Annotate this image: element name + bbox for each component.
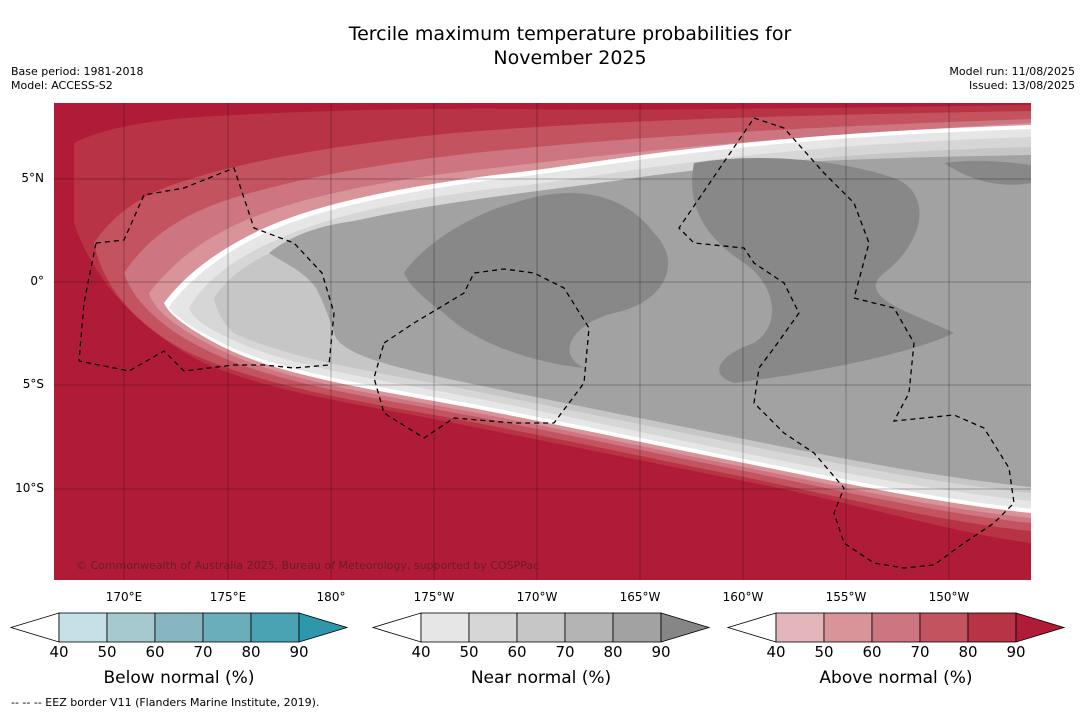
copyright-notice: © Commonwealth of Australia 2025, Bureau… <box>76 559 540 572</box>
colorbar-segment <box>564 612 614 643</box>
cbar2-tick-40: 40 <box>766 643 786 661</box>
lon-label-180: 180° <box>316 590 346 604</box>
colorbar-segment <box>919 612 969 643</box>
model-run: Model run: 11/08/2025 <box>949 65 1075 78</box>
colorbar-segment <box>154 612 204 643</box>
probability-map <box>54 103 1031 580</box>
model-name: Model: ACCESS-S2 <box>11 79 113 92</box>
cbar0-tick-70: 70 <box>193 643 213 661</box>
colorbar-segment <box>468 612 518 643</box>
colorbar-graphic <box>371 612 711 643</box>
colorbar-segment <box>967 612 1017 643</box>
cbar1-tick-40: 40 <box>411 643 431 661</box>
colorbar-extend-high <box>1015 612 1066 643</box>
eez-borders <box>78 117 1015 569</box>
colorbar-segment <box>823 612 873 643</box>
cbar0-tick-50: 50 <box>97 643 117 661</box>
lat-label-5n: 5°N <box>21 171 44 185</box>
eez-border-line-islands <box>678 117 1015 569</box>
lon-label-160w: 160°W <box>722 590 764 604</box>
colorbar-segment <box>420 612 470 643</box>
eez-border-phoenix <box>373 268 590 439</box>
base-period: Base period: 1981-2018 <box>11 65 144 78</box>
colorbar-title-near-normal: Near normal (%) <box>470 668 612 688</box>
colorbar-title-above-normal: Above normal (%) <box>819 668 973 688</box>
colorbar-segment <box>612 612 662 643</box>
map-title: Tercile maximum temperature probabilitie… <box>0 22 1085 70</box>
title-line-2: November 2025 <box>493 47 647 69</box>
colorbar-below-normal <box>9 612 349 643</box>
lat-label-0: 0° <box>30 274 44 288</box>
colorbar-above-normal <box>726 612 1066 643</box>
lat-label-10s: 10°S <box>15 481 44 495</box>
eez-footnote: -- -- -- EEZ border V11 (Flanders Marine… <box>11 696 320 709</box>
lat-label-5s: 5°S <box>22 377 44 391</box>
cbar2-tick-70: 70 <box>910 643 930 661</box>
colorbar-segment <box>775 612 825 643</box>
cbar0-tick-80: 80 <box>241 643 261 661</box>
cbar2-tick-60: 60 <box>862 643 882 661</box>
colorbar-near-normal <box>371 612 711 643</box>
title-line-1: Tercile maximum temperature probabilitie… <box>348 23 792 45</box>
cbar1-tick-50: 50 <box>459 643 479 661</box>
lon-label-155w: 155°W <box>825 590 867 604</box>
cbar0-tick-40: 40 <box>49 643 69 661</box>
colorbar-segment <box>250 612 300 643</box>
near-normal-80-area-b <box>692 158 954 383</box>
lon-label-170w: 170°W <box>516 590 558 604</box>
map-canvas <box>54 103 1031 580</box>
cbar1-tick-70: 70 <box>555 643 575 661</box>
cbar2-tick-90: 90 <box>1006 643 1026 661</box>
colorbar-segment <box>106 612 156 643</box>
colorbar-segment <box>202 612 252 643</box>
lon-label-170e: 170°E <box>105 590 143 604</box>
cbar2-tick-80: 80 <box>958 643 978 661</box>
colorbar-extend-high <box>660 612 711 643</box>
grid-lines <box>54 103 1031 580</box>
lon-label-150w: 150°W <box>928 590 970 604</box>
cbar0-tick-60: 60 <box>145 643 165 661</box>
lon-label-175e: 175°E <box>209 590 247 604</box>
cbar2-tick-50: 50 <box>814 643 834 661</box>
near-normal-80-area-a <box>404 193 669 368</box>
colorbar-segment <box>58 612 108 643</box>
colorbar-title-below-normal: Below normal (%) <box>103 668 255 688</box>
lon-label-165w: 165°W <box>619 590 661 604</box>
cbar1-tick-60: 60 <box>507 643 527 661</box>
colorbar-segment <box>516 612 566 643</box>
issued-date: Issued: 13/08/2025 <box>968 79 1075 92</box>
colorbar-graphic <box>9 612 349 643</box>
meta-left: Base period: 1981-2018 Model: ACCESS-S2 <box>11 65 143 93</box>
eez-border-kiribati-west <box>78 167 335 372</box>
colorbar-segment <box>871 612 921 643</box>
colorbar-extend-low <box>9 612 60 643</box>
colorbar-extend-low <box>371 612 422 643</box>
lon-label-175w: 175°W <box>413 590 455 604</box>
colorbar-extend-low <box>726 612 777 643</box>
meta-right: Model run: 11/08/2025 Issued: 13/08/2025 <box>949 65 1075 93</box>
cbar0-tick-90: 90 <box>289 643 309 661</box>
cbar1-tick-90: 90 <box>651 643 671 661</box>
colorbar-extend-high <box>298 612 349 643</box>
colorbar-graphic <box>726 612 1066 643</box>
cbar1-tick-80: 80 <box>603 643 623 661</box>
